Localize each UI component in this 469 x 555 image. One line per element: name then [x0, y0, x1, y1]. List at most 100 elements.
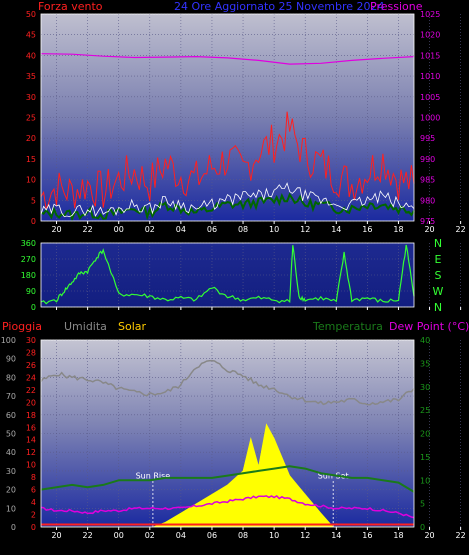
humidity-tick-label: 70 [6, 392, 16, 401]
rain-tick-label: 28 [26, 348, 36, 357]
temperature-tick-label: 40 [420, 336, 430, 345]
rain-tick-label: 18 [26, 411, 36, 420]
pressure-tick-label: 990 [420, 155, 435, 164]
dewpoint-line [40, 494, 415, 519]
rain-tick-label: 22 [26, 386, 36, 395]
rain-tick-label: 4 [31, 498, 36, 507]
temperature-tick-label: 20 [420, 430, 430, 439]
rain-tick-label: 6 [31, 486, 36, 495]
rain-tick-label: 8 [31, 473, 36, 482]
x-tick-label: 08 [238, 225, 248, 234]
pressure-line [40, 53, 415, 65]
temperature-axis-title: Temperatura [312, 320, 383, 333]
x-tick-label: 20 [51, 225, 61, 234]
humidity-tick-label: 10 [6, 504, 16, 513]
wind-tick-label: 0 [31, 217, 36, 226]
pressure-tick-label: 1005 [420, 93, 440, 102]
pressure-tick-label: 1000 [420, 114, 440, 123]
x-tick-label: 02 [145, 225, 155, 234]
dewpoint-axis-title: Dew Point (°C) [389, 320, 469, 333]
temperature-tick-label: 5 [420, 500, 425, 509]
x-tick-label: 04 [176, 531, 186, 540]
pressure-tick-label: 985 [420, 176, 435, 185]
temperature-tick-label: 30 [420, 383, 430, 392]
x-tick-label: 06 [207, 531, 217, 540]
rain-tick-label: 16 [26, 423, 36, 432]
x-tick-label: 00 [114, 225, 124, 234]
direction-tick-label: 90 [26, 287, 36, 296]
wind-speed-line [40, 111, 415, 212]
x-tick-label: 08 [238, 531, 248, 540]
x-tick-label: 04 [176, 225, 186, 234]
rain-tick-label: 26 [26, 361, 36, 370]
x-tick-label: 20 [424, 531, 434, 540]
x-tick-label: 22 [456, 225, 466, 234]
wind-tick-label: 25 [26, 114, 36, 123]
pressure-tick-label: 980 [420, 196, 435, 205]
direction-tick-label: 270 [21, 255, 36, 264]
compass-label: N [434, 301, 442, 314]
pressure-tick-label: 995 [420, 134, 435, 143]
direction-tick-label: 360 [21, 239, 36, 248]
x-tick-label: 18 [393, 225, 403, 234]
x-tick-label: 22 [83, 531, 93, 540]
plot-frame [40, 242, 415, 308]
humidity-axis-title: Umidita [64, 320, 107, 333]
wind-axis-title: Forza vento [38, 0, 103, 13]
x-tick-label: 14 [331, 225, 341, 234]
compass-label: W [433, 285, 444, 298]
direction-tick-label: 180 [21, 271, 36, 280]
sunrise-label: Sun Rise [136, 471, 171, 480]
x-tick-label: 20 [424, 225, 434, 234]
x-tick-label: 12 [300, 531, 310, 540]
humidity-tick-label: 40 [6, 448, 16, 457]
humidity-tick-label: 80 [6, 373, 16, 382]
compass-label: S [435, 269, 442, 282]
rain-tick-label: 12 [26, 448, 36, 457]
pressure-tick-label: 1015 [420, 51, 440, 60]
chart-title: 24 Ore Aggiornato 25 Novembre 2024 [174, 0, 385, 13]
wind-tick-label: 45 [26, 31, 36, 40]
wind-tick-label: 30 [26, 93, 36, 102]
plot-frame [40, 339, 415, 528]
temperature-tick-label: 10 [420, 476, 430, 485]
rain-tick-label: 2 [31, 511, 36, 520]
rain-tick-label: 30 [26, 336, 36, 345]
humidity-tick-label: 90 [6, 355, 16, 364]
solar-area [41, 423, 414, 528]
humidity-tick-label: 50 [6, 430, 16, 439]
x-tick-label: 18 [393, 531, 403, 540]
temperature-line [40, 465, 415, 493]
wind-gust-line [40, 182, 415, 218]
humidity-line [40, 359, 415, 406]
humidity-tick-label: 20 [6, 486, 16, 495]
rain-tick-label: 24 [26, 373, 36, 382]
x-tick-label: 16 [362, 225, 372, 234]
humidity-tick-label: 30 [6, 467, 16, 476]
pressure-tick-label: 1025 [420, 10, 440, 19]
pressure-axis-title: Pressione [370, 0, 423, 13]
rain-axis-title: Pioggia [2, 320, 42, 333]
temperature-tick-label: 0 [420, 523, 425, 532]
direction-tick-label: 0 [31, 303, 36, 312]
rain-tick-label: 10 [26, 461, 36, 470]
rain-tick-label: 14 [26, 436, 36, 445]
wind-direction-line [40, 244, 415, 305]
solar-axis-title: Solar [118, 320, 147, 333]
pressure-tick-label: 1010 [420, 72, 440, 81]
wind-tick-label: 20 [26, 134, 36, 143]
x-tick-label: 22 [456, 531, 466, 540]
wind-tick-label: 35 [26, 72, 36, 81]
wind-average-line [40, 192, 415, 222]
x-tick-label: 10 [269, 531, 279, 540]
wind-tick-label: 40 [26, 51, 36, 60]
temperature-tick-label: 35 [420, 359, 430, 368]
wind-tick-label: 50 [26, 10, 36, 19]
humidity-tick-label: 0 [11, 523, 16, 532]
x-tick-label: 16 [362, 531, 372, 540]
humidity-tick-label: 100 [1, 336, 16, 345]
x-tick-label: 14 [331, 531, 341, 540]
humidity-tick-label: 60 [6, 411, 16, 420]
